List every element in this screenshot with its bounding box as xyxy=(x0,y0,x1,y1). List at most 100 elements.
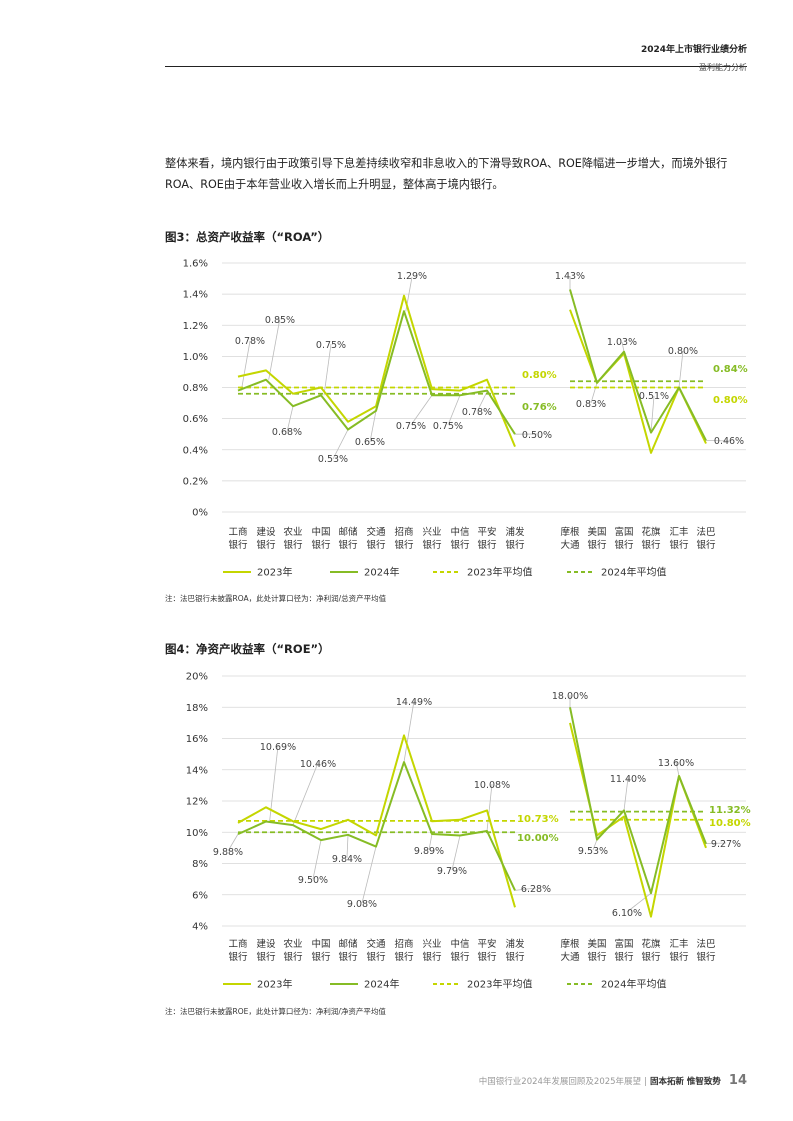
footer-tagline: 固本拓新 惟智致势 xyxy=(649,1077,721,1087)
data-label: 0.50% xyxy=(522,430,552,441)
x-tick-label: 银行 xyxy=(256,951,276,963)
x-tick-label: 浦发 xyxy=(505,526,525,538)
data-label: 9.88% xyxy=(213,847,243,858)
callout-line xyxy=(361,846,377,904)
data-label: 1.03% xyxy=(607,337,637,348)
data-label: 0.46% xyxy=(714,436,744,447)
x-tick-label: 银行 xyxy=(477,539,497,551)
callout-line xyxy=(227,833,239,852)
data-label: 9.08% xyxy=(347,899,377,910)
x-tick-label: 银行 xyxy=(228,539,248,551)
y-tick-label: 0.8% xyxy=(183,383,208,394)
x-tick-label: 银行 xyxy=(394,951,414,963)
x-tick-label: 汇丰 xyxy=(669,526,688,538)
x-tick-label: 银行 xyxy=(641,539,661,551)
data-label: 0.75% xyxy=(316,340,346,351)
y-tick-label: 0.6% xyxy=(183,414,208,425)
x-tick-label: 银行 xyxy=(641,951,661,963)
x-tick-label: 银行 xyxy=(505,951,525,963)
legend-label: 2024年平均值 xyxy=(601,978,666,991)
callout-line xyxy=(428,833,433,851)
header-rule xyxy=(165,66,747,67)
x-tick-label: 平安 xyxy=(477,526,496,538)
data-label: 0.78% xyxy=(235,336,265,347)
x-tick-label: 农业 xyxy=(283,526,302,538)
intro-paragraph: 整体来看，境内银行由于政策引导下息差持续收窄和非息收入的下滑导致ROA、ROE降… xyxy=(165,157,728,191)
x-tick-label: 银行 xyxy=(311,539,331,551)
x-tick-label: 银行 xyxy=(338,539,358,551)
x-tick-label: 招商 xyxy=(394,938,413,950)
average-label: 10.00% xyxy=(517,833,559,844)
callout-line xyxy=(705,440,730,442)
y-tick-label: 20% xyxy=(186,672,208,683)
x-tick-label: 花旗 xyxy=(641,526,661,538)
average-label: 10.80% xyxy=(709,818,751,829)
x-tick-label: 大通 xyxy=(560,539,580,551)
x-tick-label: 建设 xyxy=(256,938,276,950)
x-tick-label: 银行 xyxy=(587,951,607,963)
callout-line xyxy=(403,700,415,763)
legend-label: 2024年 xyxy=(364,978,399,991)
callout-line xyxy=(590,382,598,404)
callout-line xyxy=(623,777,629,811)
x-tick-label: 银行 xyxy=(283,539,303,551)
y-tick-label: 0% xyxy=(192,508,208,519)
x-tick-label: 农业 xyxy=(283,938,302,950)
x-tick-label: 银行 xyxy=(477,951,497,963)
data-label: 10.69% xyxy=(260,742,296,753)
x-tick-label: 花旗 xyxy=(641,938,661,950)
y-tick-label: 1.0% xyxy=(183,352,208,363)
y-tick-label: 14% xyxy=(186,765,208,776)
x-tick-label: 银行 xyxy=(366,951,386,963)
data-label: 0.75% xyxy=(433,421,463,432)
x-tick-label: 摩根 xyxy=(560,526,580,538)
average-label: 0.80% xyxy=(713,395,748,406)
y-tick-label: 0.2% xyxy=(183,476,208,487)
x-tick-label: 大通 xyxy=(560,951,580,963)
data-label: 10.08% xyxy=(474,780,510,791)
header-subtitle: 盈利能力分析 xyxy=(699,63,747,72)
x-tick-label: 美国 xyxy=(587,938,606,950)
x-tick-label: 招商 xyxy=(394,526,413,538)
callout-line xyxy=(451,835,461,871)
figure-4-title: 图4：净资产收益率（“ROE”） xyxy=(165,642,330,656)
data-label: 0.75% xyxy=(396,421,426,432)
x-tick-label: 银行 xyxy=(669,951,689,963)
x-tick-label: 银行 xyxy=(505,539,525,551)
data-label: 18.00% xyxy=(552,691,588,702)
footer-separator: | xyxy=(644,1077,647,1087)
average-label: 0.80% xyxy=(522,370,557,381)
y-tick-label: 12% xyxy=(186,797,208,808)
x-tick-label: 银行 xyxy=(587,539,607,551)
x-tick-label: 银行 xyxy=(614,539,634,551)
callout-line xyxy=(447,395,461,426)
callout-line xyxy=(675,761,680,777)
callout-line xyxy=(369,410,377,443)
x-tick-label: 建设 xyxy=(256,526,276,538)
data-label: 9.84% xyxy=(332,854,362,865)
legend-label: 2024年 xyxy=(364,566,399,579)
x-tick-label: 银行 xyxy=(696,539,716,551)
legend-label: 2023年平均值 xyxy=(467,978,532,991)
footer: 中国银行业2024年发展回顾及2025年展望 | 固本拓新 惟智致势 14 xyxy=(479,1073,747,1088)
x-tick-label: 富国 xyxy=(614,938,633,950)
x-tick-label: 邮储 xyxy=(338,526,358,538)
data-label: 1.43% xyxy=(555,271,585,282)
y-tick-label: 4% xyxy=(192,922,208,933)
x-tick-label: 交通 xyxy=(366,938,386,950)
x-tick-label: 银行 xyxy=(394,539,414,551)
average-label: 0.84% xyxy=(713,364,748,375)
x-tick-label: 摩根 xyxy=(560,938,580,950)
y-tick-label: 6% xyxy=(192,890,208,901)
data-label: 9.89% xyxy=(414,846,444,857)
data-label: 1.29% xyxy=(397,271,427,282)
header-title: 2024年上市银行业绩分析 xyxy=(640,45,747,55)
callout-line xyxy=(286,406,294,433)
figure-3-note: 注：法巴银行未披露ROA，此处计算口径为：净利润/总资产平均值 xyxy=(165,594,387,603)
average-label: 11.32% xyxy=(709,805,751,816)
y-tick-label: 1.4% xyxy=(183,290,208,301)
x-tick-label: 银行 xyxy=(311,951,331,963)
data-label: 13.60% xyxy=(658,758,694,769)
x-tick-label: 汇丰 xyxy=(669,938,688,950)
